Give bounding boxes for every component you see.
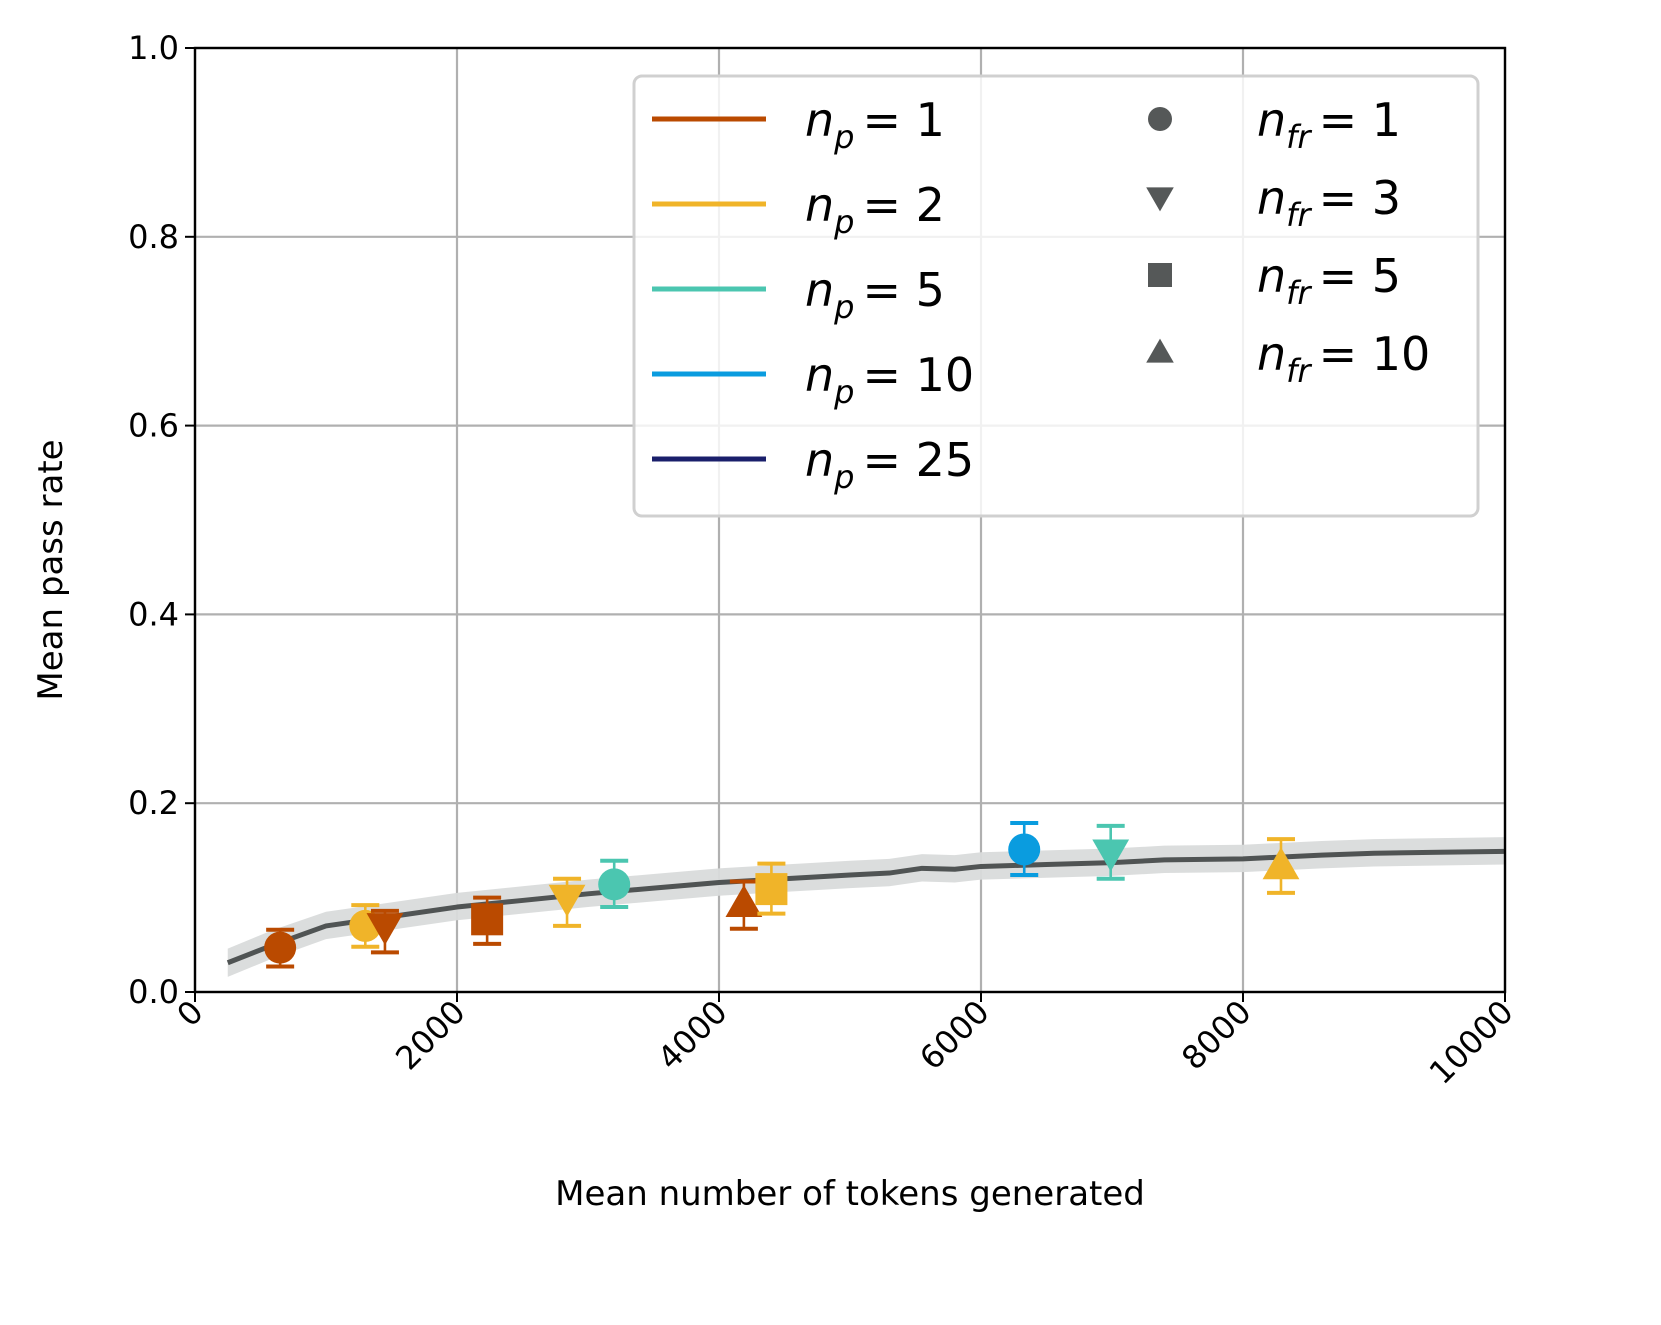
data-point	[548, 876, 586, 928]
legend-marker-triangle-up	[1146, 338, 1174, 363]
y-axis-label: Mean pass rate	[31, 439, 71, 700]
baseline-confidence-band	[227, 837, 1505, 977]
data-point	[264, 927, 297, 969]
legend-label-nfr: nfr = 1	[1257, 93, 1401, 156]
data-point	[471, 895, 504, 946]
y-tick-label: 1.0	[128, 29, 179, 67]
marker-triangle-down	[548, 884, 586, 917]
marker-triangle-down	[366, 913, 404, 946]
marker-triangle-up	[1262, 847, 1300, 880]
marker-triangle-down	[1092, 839, 1130, 872]
y-tick-label: 0.0	[128, 973, 179, 1011]
legend-label-np: np = 2	[805, 178, 945, 241]
data-point	[725, 879, 763, 931]
marker-square	[755, 873, 788, 906]
data-point	[755, 861, 788, 916]
legend-label-nfr: nfr = 3	[1257, 171, 1401, 234]
plot-frame	[193, 46, 1507, 994]
legend-label-np: np = 25	[805, 433, 974, 496]
legend-marker-circle	[1148, 107, 1172, 131]
data-point	[1262, 837, 1300, 895]
baseline-layer	[226, 848, 1506, 966]
legend-label-nfr: nfr = 10	[1257, 327, 1430, 390]
legend: np = 1 np = 2 np = 5 np = 10 np = 25 nfr = 1 nfr = 3 n…	[632, 74, 1480, 518]
baseline-line	[226, 848, 1506, 966]
legend-label-np: np = 5	[805, 263, 945, 326]
marker-square	[471, 903, 504, 936]
legend-label-np: np = 1	[805, 93, 945, 156]
legend-marker-square	[1148, 263, 1172, 287]
points-layer	[264, 821, 1300, 969]
y-ticks: 0.0 0.2 0.4 0.6 0.8 1.0	[128, 29, 195, 1011]
y-tick-label: 0.2	[128, 784, 179, 822]
marker-circle	[264, 931, 297, 964]
x-axis-label: Mean number of tokens generated	[555, 1174, 1145, 1214]
data-point	[598, 858, 631, 910]
marker-circle	[598, 868, 631, 901]
legend-box	[632, 74, 1480, 518]
y-tick-label: 0.4	[128, 595, 179, 633]
baseline-band-layer	[227, 837, 1505, 977]
data-point	[366, 908, 404, 955]
data-point	[1008, 821, 1041, 877]
y-tick-label: 0.6	[128, 407, 179, 445]
data-point	[1092, 823, 1130, 881]
y-tick-label: 0.8	[128, 218, 179, 256]
legend-label-nfr: nfr = 5	[1257, 249, 1401, 312]
legend-marker-triangle-down	[1146, 187, 1174, 212]
marker-triangle-up	[725, 885, 763, 918]
marker-circle	[1008, 833, 1041, 866]
legend-label-np: np = 10	[805, 348, 974, 411]
